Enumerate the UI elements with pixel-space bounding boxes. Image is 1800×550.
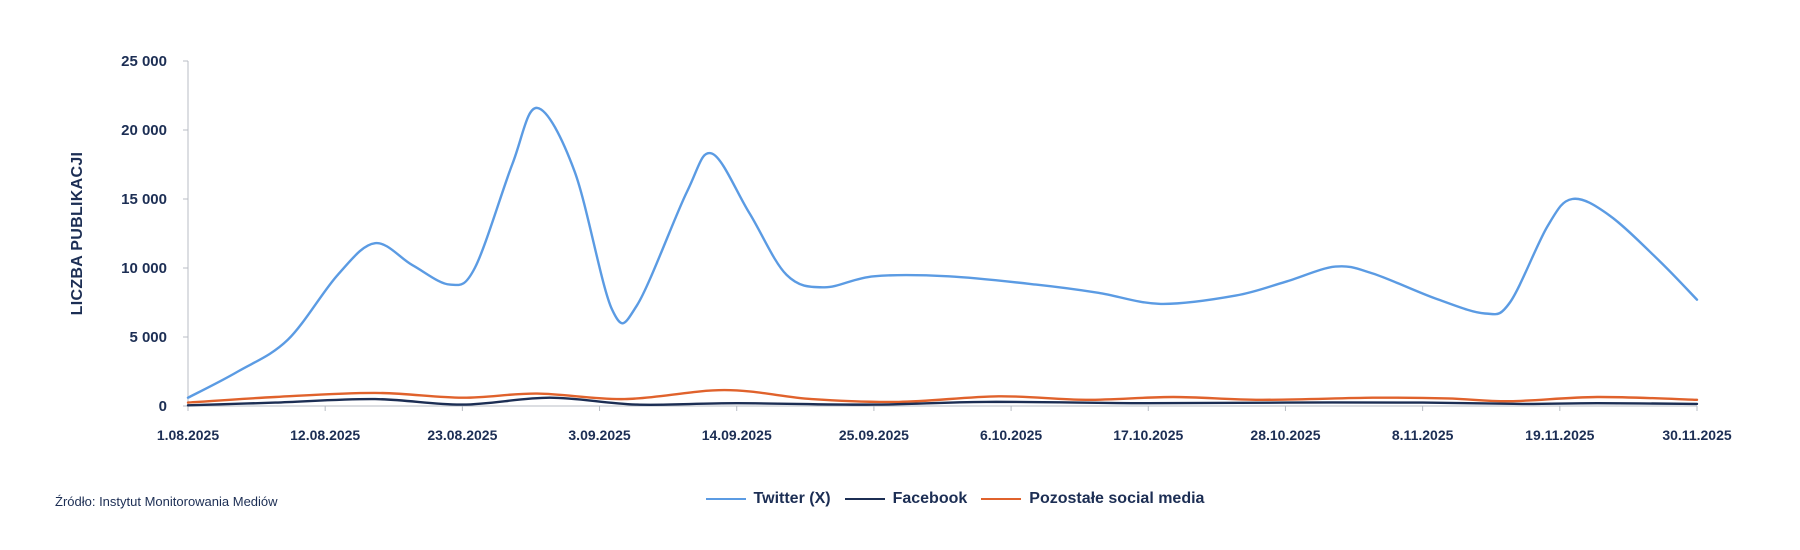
- legend-item: Facebook: [844, 490, 968, 508]
- x-tick-label: 23.08.2025: [427, 427, 497, 443]
- line-chart: 0 5 000 10 000 15 000 20 000 25 000 1.08.2025…: [69, 53, 1732, 443]
- legend: Twitter (X) Facebook Pozostałe social medi…: [0, 490, 1800, 508]
- legend-label: Facebook: [892, 490, 968, 507]
- x-tick-label: 1.08.2025: [157, 427, 219, 443]
- x-tick-label: 3.09.2025: [568, 427, 630, 443]
- y-axis-label: LICZBA PUBLIKACJI: [69, 152, 86, 316]
- legend-item: Twitter (X): [705, 490, 831, 508]
- y-tick-label: 25 000: [121, 53, 167, 70]
- x-tick-label: 6.10.2025: [980, 427, 1042, 443]
- legend-item: Pozostałe social media: [981, 490, 1204, 508]
- y-tick-label: 0: [159, 398, 167, 415]
- legend-swatch: [705, 498, 746, 500]
- y-tick-label: 5 000: [129, 329, 167, 346]
- series-line-pozosta-e-social-media: [186, 388, 1699, 404]
- series-layer: [186, 106, 1699, 407]
- legend-label: Pozostałe social media: [1029, 490, 1205, 507]
- y-tick-label: 15 000: [121, 191, 167, 208]
- x-tick-label: 28.10.2025: [1250, 427, 1320, 443]
- x-tick-label: 25.09.2025: [839, 427, 909, 443]
- x-tick-label: 8.11.2025: [1392, 427, 1454, 443]
- y-tick-label: 10 000: [121, 260, 167, 277]
- x-tick-label: 30.11.2025: [1662, 427, 1732, 443]
- legend-label: Twitter (X): [753, 490, 831, 507]
- x-tick-label: 12.08.2025: [290, 427, 360, 443]
- x-tick-label: 17.10.2025: [1113, 427, 1183, 443]
- series-line-facebook: [186, 396, 1699, 407]
- source-note: Źródło: Instytut Monitorowania Mediów: [55, 494, 278, 509]
- legend-swatch: [844, 498, 885, 500]
- x-tick-label: 14.09.2025: [702, 427, 772, 443]
- x-tick-label: 19.11.2025: [1525, 427, 1595, 443]
- y-tick-label: 20 000: [121, 122, 167, 139]
- y-axis: 0 5 000 10 000 15 000 20 000 25 000: [121, 53, 189, 415]
- x-axis: 1.08.2025 12.08.2025 23.08.2025 3.09.2025 14…: [157, 405, 1732, 443]
- series-line-twitter-x: [186, 106, 1699, 399]
- legend-swatch: [981, 498, 1022, 500]
